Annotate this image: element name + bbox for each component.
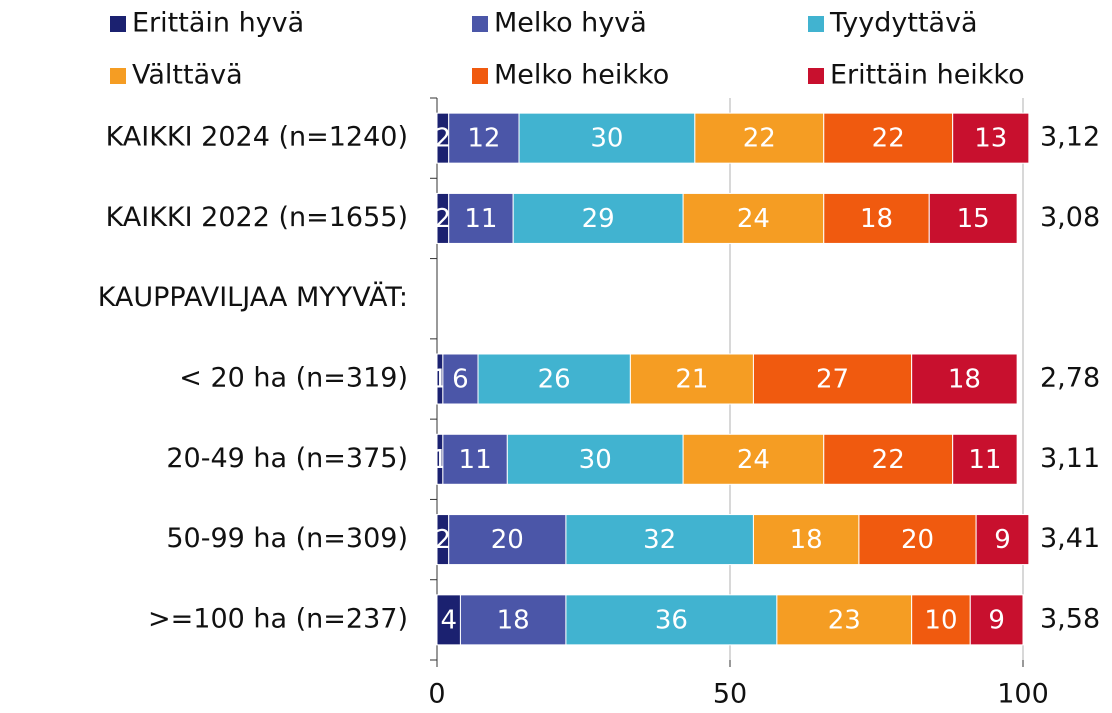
legend-swatch bbox=[808, 16, 824, 32]
data-label: 11 bbox=[968, 445, 1001, 475]
category-label: KAIKKI 2022 (n=1655) bbox=[106, 202, 408, 233]
legend-label: Tyydyttävä bbox=[829, 8, 978, 39]
data-label: 18 bbox=[497, 605, 530, 635]
average-label: 2,78 bbox=[1040, 363, 1100, 394]
data-label: 2 bbox=[435, 525, 452, 555]
data-label: 6 bbox=[452, 365, 469, 395]
bar-segment bbox=[969, 594, 1024, 646]
data-label: 26 bbox=[538, 365, 571, 395]
data-label: 23 bbox=[828, 605, 861, 635]
data-label: 12 bbox=[467, 124, 500, 154]
bar-segment bbox=[776, 594, 913, 646]
legend-swatch bbox=[110, 16, 126, 32]
category-label: KAUPPAVILJAA MYYVÄT: bbox=[98, 281, 408, 313]
bar-segment bbox=[823, 433, 954, 485]
legend-label: Välttävä bbox=[132, 60, 243, 91]
data-label: 30 bbox=[590, 124, 623, 154]
average-label: 3,08 bbox=[1040, 202, 1100, 233]
bar-segment bbox=[518, 112, 696, 164]
average-label: 3,58 bbox=[1040, 603, 1100, 634]
legend-label: Erittäin hyvä bbox=[132, 8, 304, 39]
data-label: 22 bbox=[743, 124, 776, 154]
legend-swatch bbox=[110, 68, 126, 84]
bar-segment bbox=[629, 353, 754, 405]
data-label: 36 bbox=[655, 605, 688, 635]
category-label: KAIKKI 2024 (n=1240) bbox=[106, 122, 408, 153]
data-label: 24 bbox=[737, 204, 770, 234]
bar-segment bbox=[448, 514, 567, 566]
data-label: 11 bbox=[459, 445, 492, 475]
data-label: 9 bbox=[988, 605, 1005, 635]
bar-segment bbox=[459, 594, 567, 646]
data-label: 20 bbox=[491, 525, 524, 555]
average-label: 3,12 bbox=[1040, 122, 1100, 153]
bar-segment bbox=[952, 433, 1018, 485]
data-label: 30 bbox=[579, 445, 612, 475]
data-label: 21 bbox=[675, 365, 708, 395]
category-label: 50-99 ha (n=309) bbox=[166, 523, 408, 554]
bar-segment bbox=[752, 514, 860, 566]
data-label: 18 bbox=[860, 204, 893, 234]
legend-swatch bbox=[472, 68, 488, 84]
bar-segment bbox=[975, 514, 1030, 566]
average-label: 3,11 bbox=[1040, 443, 1100, 474]
bar-segment bbox=[565, 594, 778, 646]
legend-swatch bbox=[808, 68, 824, 84]
bar-segment bbox=[506, 433, 684, 485]
category-label: < 20 ha (n=319) bbox=[179, 363, 408, 394]
data-label: 13 bbox=[974, 124, 1007, 154]
data-label: 10 bbox=[924, 605, 957, 635]
bar-segment bbox=[442, 353, 479, 405]
data-label: 9 bbox=[994, 525, 1011, 555]
data-label: 27 bbox=[816, 365, 849, 395]
data-label: 18 bbox=[948, 365, 981, 395]
data-label: 29 bbox=[582, 204, 615, 234]
data-label: 18 bbox=[790, 525, 823, 555]
legend-label: Melko hyvä bbox=[494, 8, 647, 39]
bar-segment bbox=[823, 112, 954, 164]
data-label: 24 bbox=[737, 445, 770, 475]
legend-label: Erittäin heikko bbox=[830, 60, 1025, 91]
bar-segment bbox=[477, 353, 631, 405]
bar-segment bbox=[694, 112, 825, 164]
x-tick-label: 50 bbox=[713, 679, 747, 710]
bar-segment bbox=[952, 112, 1030, 164]
bar-segment bbox=[565, 514, 754, 566]
average-label: 3,41 bbox=[1040, 523, 1100, 554]
bar-segment bbox=[911, 353, 1018, 405]
bar-segment bbox=[442, 433, 508, 485]
data-label: 11 bbox=[464, 204, 497, 234]
data-label: 22 bbox=[872, 445, 905, 475]
data-label: 4 bbox=[440, 605, 457, 635]
bar-segment bbox=[682, 192, 825, 244]
data-label: 22 bbox=[872, 124, 905, 154]
legend-swatch bbox=[472, 16, 488, 32]
bar-segment bbox=[752, 353, 913, 405]
category-label: >=100 ha (n=237) bbox=[148, 603, 408, 634]
bar-segment bbox=[448, 112, 520, 164]
legend-label: Melko heikko bbox=[494, 60, 669, 91]
data-label: 15 bbox=[957, 204, 990, 234]
category-label: 20-49 ha (n=375) bbox=[166, 443, 408, 474]
bar-segment bbox=[512, 192, 684, 244]
bar-segment bbox=[823, 192, 930, 244]
data-label: 20 bbox=[901, 525, 934, 555]
x-tick-label: 100 bbox=[997, 679, 1049, 710]
bar-segment bbox=[928, 192, 1018, 244]
data-label: 32 bbox=[643, 525, 676, 555]
data-label: 2 bbox=[435, 124, 452, 154]
data-label: 2 bbox=[435, 204, 452, 234]
x-tick-label: 0 bbox=[428, 679, 445, 710]
